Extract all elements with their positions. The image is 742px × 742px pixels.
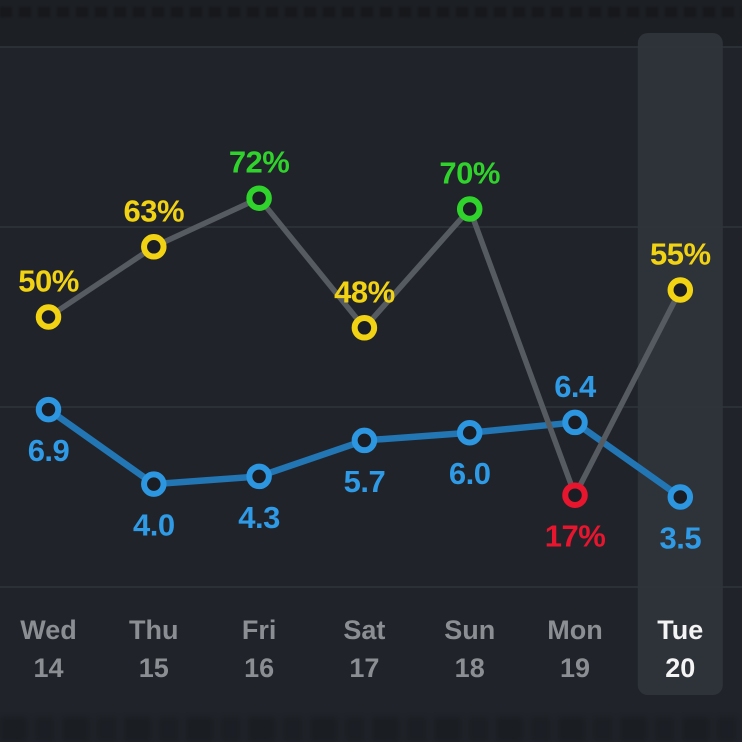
date-label-sat: 17 bbox=[349, 653, 379, 683]
day-column-wed[interactable] bbox=[6, 33, 91, 695]
hours-slept-label-mon: 6.4 bbox=[554, 369, 597, 404]
sleep-quality-percent-label-mon: 17% bbox=[545, 519, 606, 554]
hours-slept-point-sat bbox=[351, 427, 378, 454]
sleep-quality-percent-point-thu bbox=[141, 234, 167, 260]
day-label-tue: Tue bbox=[657, 615, 703, 645]
hours-slept-point-sun bbox=[456, 419, 483, 446]
hours-slept-point-mon bbox=[562, 409, 588, 436]
sleep-quality-percent-point-fri bbox=[246, 185, 272, 211]
hours-slept-point-tue bbox=[667, 484, 694, 510]
sleep-quality-percent-point-tue bbox=[667, 277, 694, 303]
day-label-sat: Sat bbox=[343, 615, 385, 645]
sleep-quality-percent-label-sat: 48% bbox=[334, 274, 395, 309]
day-column-sun[interactable] bbox=[427, 33, 512, 695]
sleep-quality-percent-point-sat bbox=[351, 315, 378, 341]
hours-slept-label-fri: 4.3 bbox=[238, 500, 280, 535]
day-column-sat[interactable] bbox=[322, 33, 407, 695]
hours-slept-label-sat: 5.7 bbox=[344, 464, 386, 499]
hours-slept-label-sun: 6.0 bbox=[449, 456, 491, 491]
date-label-thu: 15 bbox=[139, 653, 169, 683]
date-label-fri: 16 bbox=[244, 653, 274, 683]
top-band bbox=[0, 0, 742, 47]
sleep-quality-percent-label-sun: 70% bbox=[439, 156, 500, 191]
date-label-tue: 20 bbox=[665, 653, 695, 683]
day-label-thu: Thu bbox=[129, 615, 178, 645]
day-label-mon: Mon bbox=[547, 615, 602, 645]
sleep-quality-percent-point-sun bbox=[456, 196, 483, 222]
day-column-tue[interactable] bbox=[638, 33, 723, 695]
selected-day-highlight bbox=[637, 33, 723, 695]
hours-slept-label-tue: 3.5 bbox=[659, 521, 701, 556]
day-column-fri[interactable] bbox=[217, 33, 302, 695]
day-label-wed: Wed bbox=[20, 615, 77, 645]
hours-slept-point-wed bbox=[35, 396, 62, 423]
day-label-fri: Fri bbox=[242, 615, 277, 645]
day-column-mon[interactable] bbox=[533, 33, 618, 695]
hours-slept-label-wed: 6.9 bbox=[28, 433, 70, 468]
hours-slept-label-thu: 4.0 bbox=[133, 508, 175, 543]
date-label-wed: 14 bbox=[33, 653, 63, 683]
sleep-quality-percent-point-mon bbox=[562, 482, 588, 508]
hours-slept-point-thu bbox=[141, 471, 167, 497]
sleep-quality-percent-label-thu: 63% bbox=[124, 193, 185, 228]
sleep-quality-percent-label-tue: 55% bbox=[650, 237, 711, 272]
sleep-quality-percent-point-wed bbox=[35, 304, 62, 330]
date-label-mon: 19 bbox=[560, 653, 590, 683]
day-column-thu[interactable] bbox=[111, 33, 196, 695]
sleep-quality-percent-label-fri: 72% bbox=[229, 145, 290, 180]
hours-slept-point-fri bbox=[246, 463, 272, 490]
day-label-sun: Sun bbox=[444, 615, 495, 645]
sleep-quality-percent-label-wed: 50% bbox=[18, 264, 79, 299]
date-label-sun: 18 bbox=[455, 653, 485, 683]
